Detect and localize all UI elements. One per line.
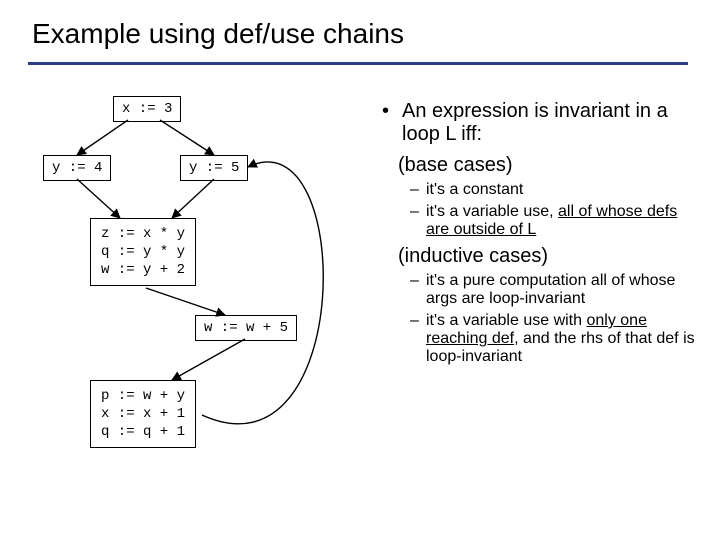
ind-case-1: it's a pure computation all of whose arg… bbox=[380, 272, 700, 308]
edge bbox=[146, 288, 225, 315]
bc1-pre: it's a constant bbox=[426, 181, 523, 198]
bullet-column: An expression is invariant in a loop L i… bbox=[380, 100, 700, 370]
ic2-pre: it's a variable use with bbox=[426, 312, 586, 329]
node-y-assign-4: y := 4 bbox=[43, 155, 111, 181]
base-case-2: it's a variable use, all of whose defs a… bbox=[380, 203, 700, 239]
bullet-top: An expression is invariant in a loop L i… bbox=[380, 100, 700, 146]
edge bbox=[77, 120, 128, 155]
node-w-plus-5: w := w + 5 bbox=[195, 315, 297, 341]
title-rule bbox=[28, 62, 688, 65]
slide: Example using def/use chains x := 3 y :=… bbox=[0, 0, 720, 540]
slide-title: Example using def/use chains bbox=[32, 18, 404, 50]
edge bbox=[172, 339, 245, 380]
ind-case-2: it's a variable use with only one reachi… bbox=[380, 312, 700, 366]
node-y-assign-5: y := 5 bbox=[180, 155, 248, 181]
edge bbox=[160, 120, 214, 155]
base-cases-head: (base cases) bbox=[398, 154, 700, 177]
edge bbox=[172, 179, 214, 218]
node-x-assign-3: x := 3 bbox=[113, 96, 181, 122]
inductive-cases-head: (inductive cases) bbox=[398, 245, 700, 268]
edge bbox=[202, 162, 323, 424]
node-pxq-block: p := w + y x := x + 1 q := q + 1 bbox=[90, 380, 196, 448]
edge bbox=[77, 179, 120, 218]
base-case-1: it's a constant bbox=[380, 181, 700, 199]
bc2-pre: it's a variable use, bbox=[426, 203, 558, 220]
node-zqw-block: z := x * y q := y * y w := y + 2 bbox=[90, 218, 196, 286]
ic1-pre: it's a pure computation all of whose arg… bbox=[426, 272, 675, 307]
